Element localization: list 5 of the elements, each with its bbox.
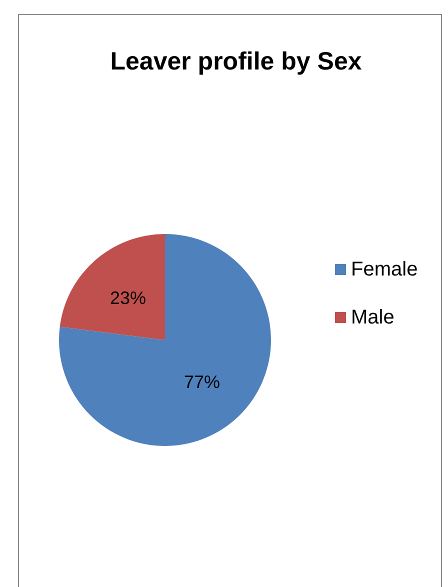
legend-label: Male (351, 306, 394, 328)
data-label: 77% (184, 372, 220, 392)
data-label: 23% (110, 288, 146, 308)
chart-title: Leaver profile by Sex (110, 48, 362, 76)
legend-label: Female (351, 258, 418, 280)
